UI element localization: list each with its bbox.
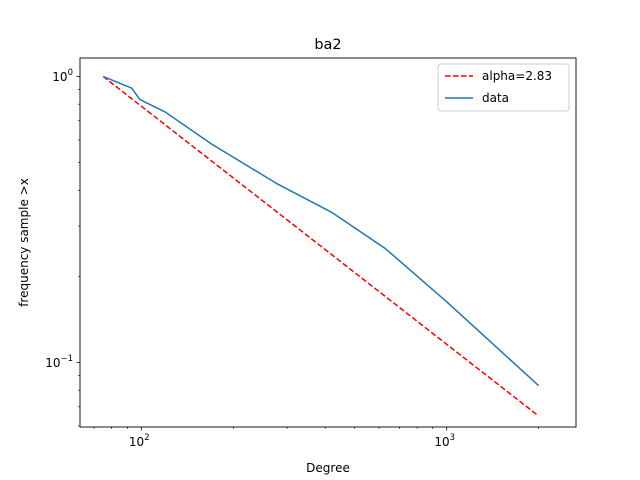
legend-label-alpha: alpha=2.83 xyxy=(482,69,552,83)
series-line-1 xyxy=(102,75,540,387)
plot-area: 102 103 10−1 100 xyxy=(45,57,577,449)
legend: alpha=2.83 data xyxy=(437,63,570,112)
x-tick-label: 102 xyxy=(129,433,150,449)
axes-frame xyxy=(79,57,577,428)
legend-label-data: data xyxy=(482,91,509,105)
x-tick-label: 103 xyxy=(434,433,455,449)
y-tick-label: 100 xyxy=(52,68,73,84)
chart-title: ba2 xyxy=(314,37,341,53)
tick-layer: 102 103 10−1 100 xyxy=(45,68,539,449)
y-axis-label: frequency sample >x xyxy=(17,178,31,307)
x-axis-label: Degree xyxy=(306,461,350,475)
series-layer xyxy=(102,75,540,417)
y-tick-label: 10−1 xyxy=(45,354,73,370)
series-line-0 xyxy=(102,75,540,417)
